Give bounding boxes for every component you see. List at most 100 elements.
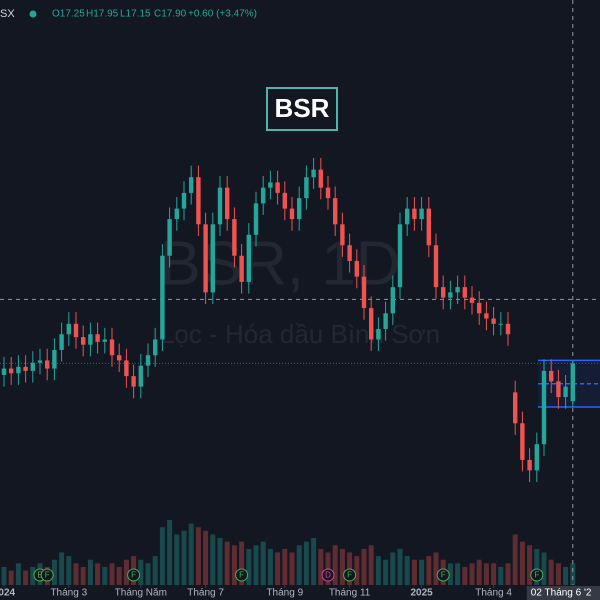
- x-tick-label: Tháng 11: [329, 588, 371, 599]
- candle-body: [66, 323, 71, 335]
- event-label: F: [239, 571, 244, 580]
- candle-body: [541, 370, 547, 445]
- candle-body: [556, 381, 561, 398]
- candle-body: [491, 318, 496, 324]
- candle-body: [527, 459, 532, 471]
- event-marker: [321, 568, 335, 582]
- volume-bar: [469, 563, 475, 585]
- crosshair-label-box: [526, 586, 600, 600]
- volume-bar: [570, 563, 576, 585]
- candle-body: [232, 219, 237, 256]
- candle-body: [16, 366, 21, 374]
- event-marker: [40, 568, 54, 582]
- volume-bar: [483, 563, 489, 585]
- candle-body: [340, 224, 345, 246]
- volume-bar: [426, 556, 432, 585]
- candle-body: [433, 245, 439, 288]
- candle-body: [95, 334, 100, 342]
- x-tick-label: Tháng 4: [475, 588, 512, 599]
- volume-bar: [404, 556, 410, 585]
- candle-body: [534, 444, 539, 471]
- candle-body: [73, 323, 79, 338]
- volume-bar: [332, 545, 338, 585]
- candle-body: [253, 203, 259, 235]
- change: +0.60 (+3.47%): [188, 9, 257, 20]
- candle-body: [563, 386, 568, 398]
- volume-bar: [419, 559, 425, 585]
- volume-bar: [354, 556, 360, 585]
- candle-body: [210, 224, 215, 293]
- candle-body: [455, 287, 460, 293]
- candle-body: [145, 355, 151, 366]
- candle-body: [448, 292, 453, 298]
- candle-body: [261, 187, 266, 204]
- candle-body: [498, 323, 503, 325]
- x-tick-label: Tháng Năm: [115, 588, 167, 599]
- candle-body: [138, 365, 143, 387]
- volume-bar: [390, 552, 396, 585]
- candle-body: [441, 287, 446, 298]
- volume-bar: [109, 563, 115, 585]
- event-label: F: [441, 571, 446, 580]
- candle-body: [30, 362, 35, 371]
- volume-bar: [116, 566, 122, 585]
- candle-body: [124, 360, 129, 377]
- volume-bar: [87, 559, 93, 585]
- volume-bar: [159, 527, 165, 585]
- candle-body: [81, 337, 86, 345]
- candle-body: [282, 192, 287, 209]
- candle-body: [477, 302, 482, 314]
- volume-bar: [260, 541, 266, 585]
- candle-body: [325, 187, 331, 199]
- volume-bar: [1, 566, 7, 585]
- volume-bar: [375, 556, 381, 585]
- volume-bar: [174, 534, 180, 585]
- volume-bar: [491, 563, 497, 585]
- volume-bar: [59, 552, 65, 585]
- volume-bar: [195, 527, 201, 585]
- event-label: D: [325, 571, 331, 580]
- volume-bar: [95, 563, 101, 585]
- candle-body: [23, 366, 28, 371]
- candle-body: [59, 334, 64, 350]
- candle-body: [354, 260, 359, 277]
- x-tick-label: Tháng 9: [266, 588, 303, 599]
- candle-body: [297, 198, 302, 220]
- ohlc-high: H17.95: [86, 9, 119, 20]
- volume-bar: [318, 548, 324, 585]
- watermark-subtitle: Lọc - Hóa dầu Bình Sơn: [160, 319, 440, 349]
- title-box: [266, 87, 338, 131]
- x-tick-label: Tháng 7: [187, 588, 224, 599]
- volume-bar: [383, 559, 389, 585]
- event-marker: [436, 568, 450, 582]
- volume-bar: [145, 563, 151, 585]
- candle-body: [153, 339, 158, 356]
- event-label: F: [45, 571, 50, 580]
- x-tick-label: 2025: [410, 588, 433, 599]
- volume-bar: [519, 541, 525, 585]
- status-dot: [29, 10, 37, 18]
- volume-bar: [188, 523, 194, 585]
- volume-bar: [239, 541, 245, 585]
- volume-bar: [555, 563, 561, 585]
- event-marker: [127, 568, 141, 582]
- volume-bar: [8, 570, 14, 585]
- volume-bar: [361, 548, 367, 585]
- candle-body: [520, 423, 525, 460]
- candle-body: [45, 360, 50, 369]
- candle-body: [268, 182, 273, 188]
- candle-body: [405, 208, 410, 225]
- candle-body: [239, 255, 244, 282]
- volume-bar: [210, 534, 216, 585]
- candle-body: [246, 234, 251, 282]
- candle-body: [505, 323, 511, 335]
- volume-bar: [275, 552, 281, 585]
- volume-bar: [51, 559, 57, 585]
- volume-bar: [311, 538, 317, 585]
- volume-bar: [167, 520, 173, 585]
- volume-bar: [447, 563, 453, 585]
- volume-bar: [368, 545, 374, 585]
- candle-body: [570, 363, 575, 402]
- crosshair-label: 02 Tháng 6 '2: [531, 588, 592, 599]
- candle-body: [196, 177, 201, 225]
